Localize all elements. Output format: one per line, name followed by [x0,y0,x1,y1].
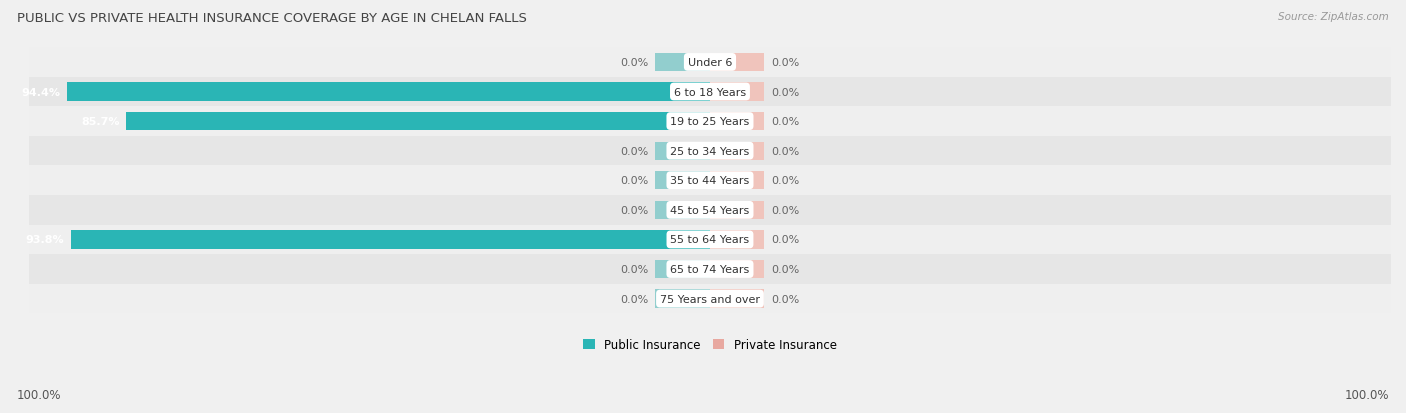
Text: 35 to 44 Years: 35 to 44 Years [671,176,749,186]
Bar [710,260,765,278]
Bar [655,172,710,190]
Text: 85.7%: 85.7% [82,117,120,127]
Text: Source: ZipAtlas.com: Source: ZipAtlas.com [1278,12,1389,22]
Text: 0.0%: 0.0% [620,294,648,304]
Text: 0.0%: 0.0% [620,146,648,156]
Legend: Public Insurance, Private Insurance: Public Insurance, Private Insurance [578,333,842,356]
Bar [710,54,765,72]
Text: PUBLIC VS PRIVATE HEALTH INSURANCE COVERAGE BY AGE IN CHELAN FALLS: PUBLIC VS PRIVATE HEALTH INSURANCE COVER… [17,12,527,25]
Text: 0.0%: 0.0% [772,235,800,245]
Bar [655,260,710,278]
Bar [710,142,765,161]
Text: 0.0%: 0.0% [772,264,800,274]
Text: 0.0%: 0.0% [620,264,648,274]
Text: 6 to 18 Years: 6 to 18 Years [673,87,747,97]
Text: 75 Years and over: 75 Years and over [659,294,761,304]
Text: 19 to 25 Years: 19 to 25 Years [671,117,749,127]
Bar [30,225,1391,254]
Bar [655,201,710,219]
Text: 100.0%: 100.0% [17,388,62,401]
Text: 0.0%: 0.0% [772,146,800,156]
Text: 65 to 74 Years: 65 to 74 Years [671,264,749,274]
Bar [710,83,765,102]
Text: 0.0%: 0.0% [772,205,800,215]
Bar [127,113,710,131]
Bar [655,142,710,161]
Text: 0.0%: 0.0% [620,176,648,186]
Bar [710,201,765,219]
Bar [30,107,1391,137]
Bar [30,78,1391,107]
Bar [710,231,765,249]
Text: 0.0%: 0.0% [620,205,648,215]
Bar [30,254,1391,284]
Text: 0.0%: 0.0% [620,58,648,68]
Bar [30,137,1391,166]
Text: 0.0%: 0.0% [772,294,800,304]
Text: Under 6: Under 6 [688,58,733,68]
Bar [30,196,1391,225]
Bar [655,54,710,72]
Text: 0.0%: 0.0% [772,87,800,97]
Text: 100.0%: 100.0% [1344,388,1389,401]
Bar [710,290,765,308]
Bar [30,166,1391,196]
Text: 93.8%: 93.8% [25,235,65,245]
Text: 55 to 64 Years: 55 to 64 Years [671,235,749,245]
Text: 0.0%: 0.0% [772,176,800,186]
Text: 94.4%: 94.4% [21,87,60,97]
Bar [67,83,710,102]
Bar [710,113,765,131]
Bar [710,172,765,190]
Bar [655,290,710,308]
Text: 25 to 34 Years: 25 to 34 Years [671,146,749,156]
Text: 45 to 54 Years: 45 to 54 Years [671,205,749,215]
Bar [30,48,1391,78]
Bar [30,284,1391,313]
Bar [72,231,710,249]
Text: 0.0%: 0.0% [772,58,800,68]
Text: 0.0%: 0.0% [772,117,800,127]
